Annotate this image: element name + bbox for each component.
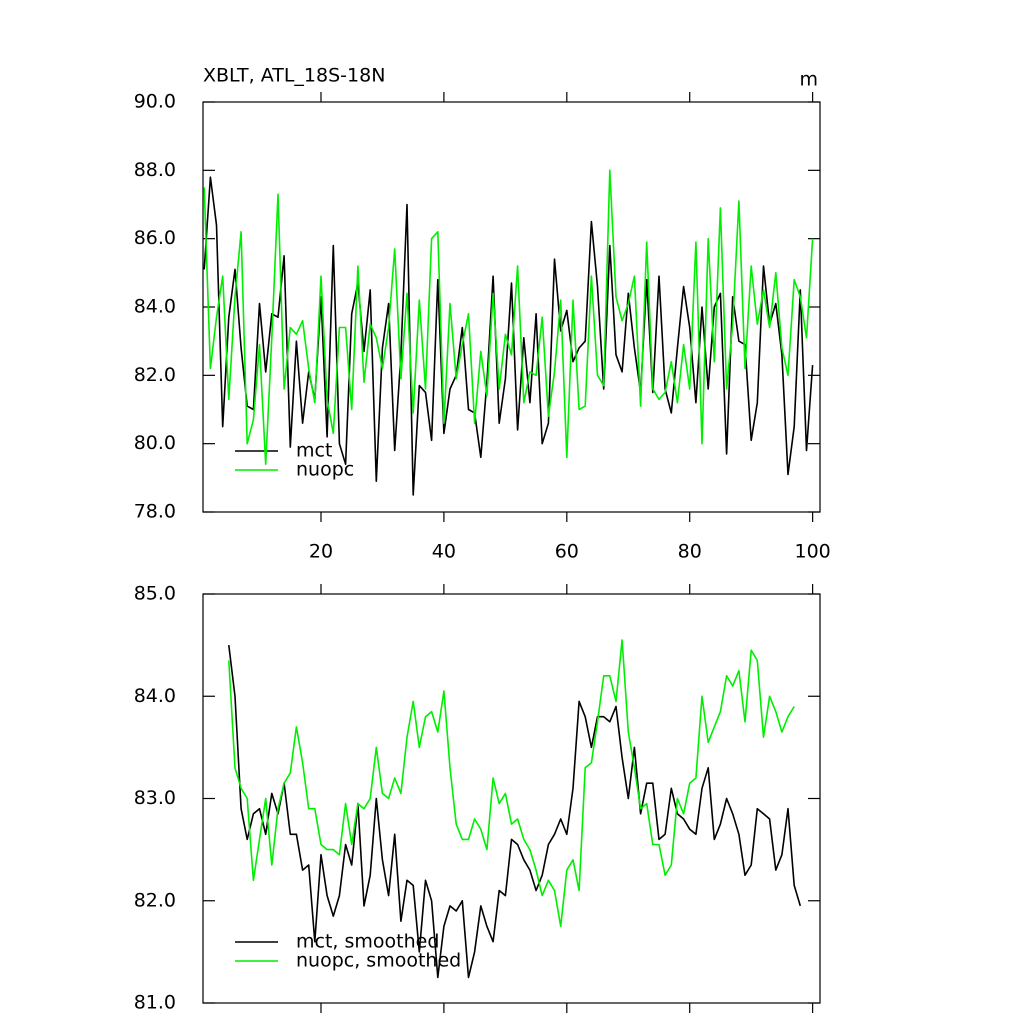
y-tick-label: 81.0 [134,992,176,1014]
y-tick-label: 90.0 [134,91,176,113]
legend-label: nuopc [296,459,354,481]
y-tick-label: 80.0 [134,432,176,454]
data-line [203,169,814,465]
chart-title: XBLT, ATL_18S-18N [203,65,385,87]
y-tick-label: 84.0 [134,685,176,707]
legend-label: nuopc, smoothed [296,950,461,972]
y-tick-label: 85.0 [134,583,176,605]
x-tick-label: 60 [555,541,579,563]
unit-label: m [799,69,818,91]
x-tick-label: 100 [794,541,830,563]
y-tick-label: 83.0 [134,787,176,809]
x-tick-label: 40 [432,541,456,563]
y-tick-label: 82.0 [134,364,176,386]
x-tick-label: 20 [309,541,333,563]
legend-label: mct [296,440,332,462]
data-line [228,645,802,979]
y-tick-label: 82.0 [134,889,176,911]
y-tick-label: 78.0 [134,501,176,523]
x-tick-label: 80 [678,541,702,563]
data-line [203,176,814,496]
y-tick-label: 84.0 [134,296,176,318]
y-tick-label: 88.0 [134,159,176,181]
data-line [228,639,795,928]
y-tick-label: 86.0 [134,227,176,249]
legend-label: mct, smoothed [296,931,439,953]
